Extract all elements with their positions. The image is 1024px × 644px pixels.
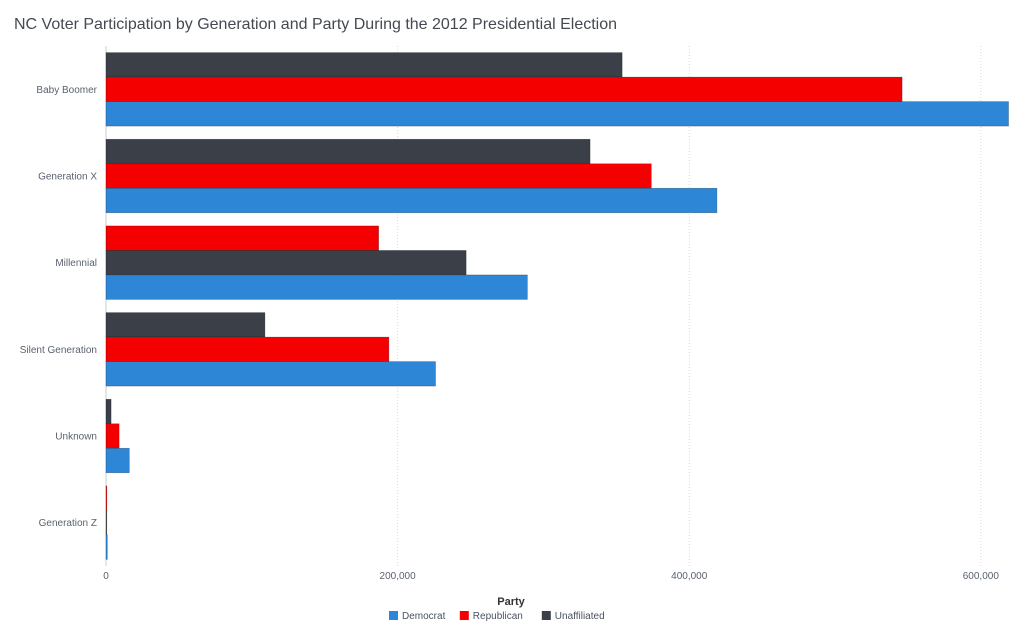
grid-lines bbox=[105, 46, 982, 566]
category-labels: Baby Boomer Generation X Millennial Silent … bbox=[20, 85, 98, 529]
bar-millennial-republican[interactable] bbox=[105, 225, 379, 251]
legend-swatch-democrat bbox=[389, 611, 398, 620]
x-tick-label-200-000: 200,000 bbox=[380, 571, 417, 582]
category-label-generation-x: Generation X bbox=[38, 172, 97, 183]
x-tick-label-400-000: 400,000 bbox=[671, 571, 708, 582]
bar-baby-boomer-republican[interactable] bbox=[105, 76, 903, 102]
legend[interactable]: Party Democrat Republican Unaffiliated bbox=[389, 596, 605, 622]
legend-item-unaffiliated[interactable]: Unaffiliated bbox=[541, 611, 605, 622]
bar-silent-generation-unaffiliated[interactable] bbox=[105, 312, 266, 338]
legend-swatch-republican bbox=[459, 611, 469, 620]
category-label-unknown: Unknown bbox=[55, 432, 97, 443]
bar-generation-x-unaffiliated[interactable] bbox=[105, 138, 591, 165]
bar-baby-boomer-democrat[interactable] bbox=[105, 101, 1009, 127]
bar-generation-x-democrat[interactable] bbox=[105, 187, 718, 214]
bar-generation-z-democrat[interactable] bbox=[105, 534, 108, 560]
bar-millennial-unaffiliated[interactable] bbox=[105, 250, 467, 276]
legend-swatch-unaffiliated bbox=[541, 611, 551, 620]
bar-silent-generation-republican[interactable] bbox=[105, 336, 390, 362]
legend-label-democrat: Democrat bbox=[402, 611, 446, 622]
bar-generation-x-republican[interactable] bbox=[105, 163, 652, 189]
category-label-baby-boomer: Baby Boomer bbox=[36, 85, 97, 96]
x-axis-ticks: 0 200,000 400,000 600,000 bbox=[103, 571, 999, 582]
legend-item-republican[interactable]: Republican bbox=[459, 611, 523, 622]
bar-unknown-democrat[interactable] bbox=[105, 447, 130, 474]
bar-generation-z-republican[interactable] bbox=[105, 485, 108, 511]
bar-baby-boomer-unaffiliated[interactable] bbox=[105, 52, 623, 78]
bar-unknown-unaffiliated[interactable] bbox=[105, 398, 112, 425]
x-tick-label-0: 0 bbox=[103, 571, 109, 582]
legend-label-republican: Republican bbox=[473, 611, 523, 622]
bar-generation-z-unaffiliated[interactable] bbox=[105, 510, 108, 536]
x-tick-label-600-000: 600,000 bbox=[963, 571, 1000, 582]
legend-item-democrat[interactable]: Democrat bbox=[389, 611, 446, 622]
bar-millennial-democrat[interactable] bbox=[105, 274, 528, 300]
bars bbox=[105, 52, 1009, 560]
category-label-generation-z: Generation Z bbox=[39, 518, 97, 529]
chart-title: NC Voter Participation by Generation and… bbox=[14, 16, 618, 33]
bar-unknown-republican[interactable] bbox=[105, 423, 120, 449]
legend-title: Party bbox=[497, 596, 525, 608]
legend-label-unaffiliated: Unaffiliated bbox=[555, 611, 605, 622]
bar-silent-generation-democrat[interactable] bbox=[105, 361, 436, 387]
category-label-millennial: Millennial bbox=[55, 258, 97, 269]
category-label-silent-generation: Silent Generation bbox=[20, 345, 97, 356]
